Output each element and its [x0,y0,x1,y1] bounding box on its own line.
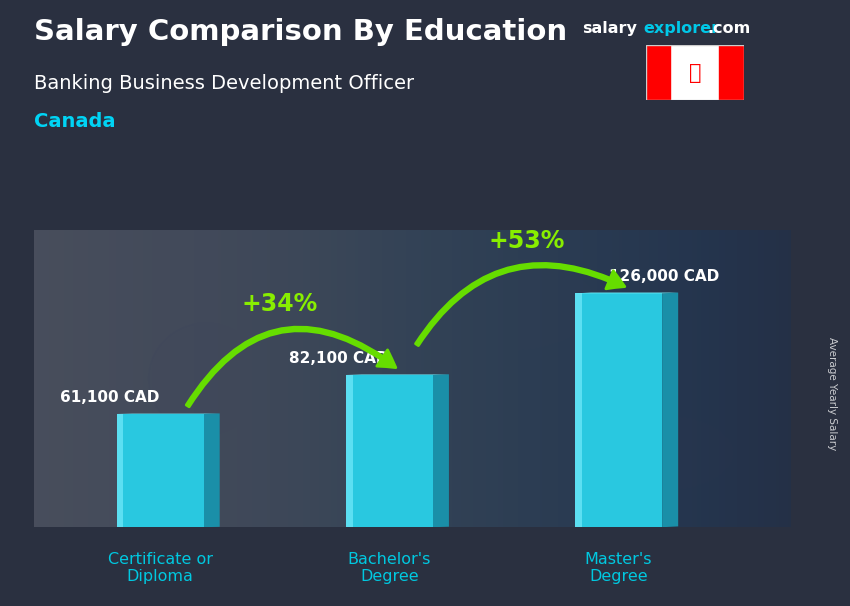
Text: 82,100 CAD: 82,100 CAD [289,351,388,365]
Text: +53%: +53% [489,230,565,253]
Polygon shape [662,293,678,527]
Text: Banking Business Development Officer: Banking Business Development Officer [34,74,414,93]
Ellipse shape [149,323,264,435]
Polygon shape [433,375,449,527]
Text: explorer: explorer [643,21,720,36]
Text: +34%: +34% [241,292,317,316]
Text: 126,000 CAD: 126,000 CAD [609,269,720,284]
Bar [575,293,582,527]
Text: Average Yearly Salary: Average Yearly Salary [827,338,837,450]
FancyArrowPatch shape [416,264,625,345]
Bar [116,414,204,527]
Polygon shape [204,413,219,527]
Text: Canada: Canada [34,112,116,131]
Bar [575,293,662,527]
Ellipse shape [412,258,596,351]
Bar [116,414,123,527]
Text: 61,100 CAD: 61,100 CAD [60,390,159,405]
Bar [346,375,353,527]
Text: .com: .com [707,21,751,36]
FancyArrowPatch shape [186,327,396,407]
Text: Salary Comparison By Education: Salary Comparison By Education [34,18,567,46]
Text: 🍁: 🍁 [688,62,701,83]
Bar [646,45,671,100]
Text: salary: salary [582,21,638,36]
Bar [346,375,433,527]
Bar [719,45,744,100]
